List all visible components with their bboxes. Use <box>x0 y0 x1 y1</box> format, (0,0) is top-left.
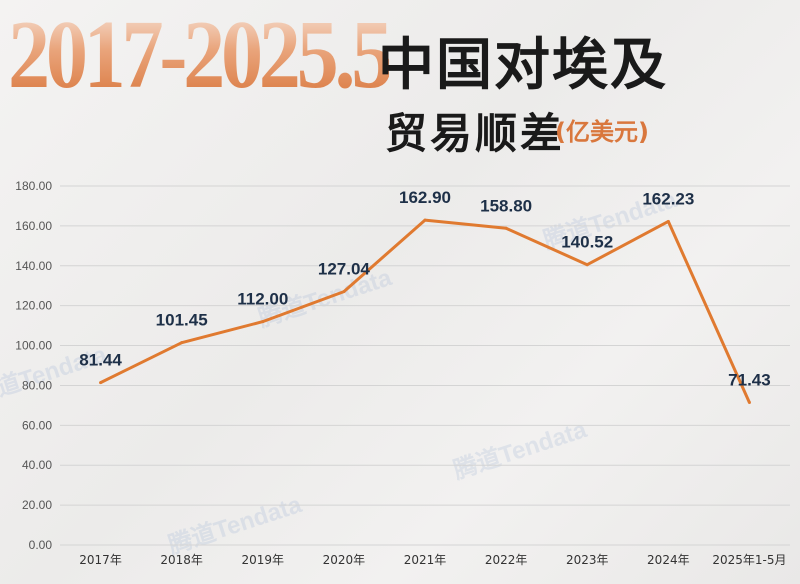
y-tick-label: 0.00 <box>29 538 53 552</box>
x-tick-label: 2025年1-5月 <box>712 553 786 567</box>
y-tick-label: 180.00 <box>15 179 52 193</box>
data-label: 71.43 <box>728 371 771 390</box>
y-tick-label: 80.00 <box>22 378 52 392</box>
data-point <box>342 290 346 294</box>
x-tick-label: 2023年 <box>566 553 609 567</box>
y-tick-label: 60.00 <box>22 418 52 432</box>
data-point <box>585 263 589 267</box>
unit-label: (亿美元) <box>555 118 649 146</box>
y-tick-label: 40.00 <box>22 458 52 472</box>
data-label: 158.80 <box>480 196 532 215</box>
x-tick-label: 2017年 <box>79 553 122 567</box>
x-tick-label: 2020年 <box>323 553 366 567</box>
x-tick-label: 2018年 <box>160 553 203 567</box>
y-tick-label: 120.00 <box>15 299 52 313</box>
data-point <box>180 341 184 345</box>
data-point <box>261 320 265 324</box>
data-point <box>747 401 751 405</box>
data-point <box>99 381 103 385</box>
data-label: 101.45 <box>156 311 208 330</box>
data-label: 162.90 <box>399 188 451 207</box>
year-range-heading: 2017-2025.5 <box>8 1 393 109</box>
data-point <box>423 218 427 222</box>
data-point <box>666 219 670 223</box>
y-tick-label: 20.00 <box>22 498 52 512</box>
x-tick-label: 2019年 <box>242 553 285 567</box>
data-label: 140.52 <box>561 233 613 252</box>
data-point <box>504 226 508 230</box>
data-label: 127.04 <box>318 260 371 279</box>
data-label: 162.23 <box>642 189 694 208</box>
x-tick-label: 2024年 <box>647 553 690 567</box>
y-tick-label: 160.00 <box>15 219 52 233</box>
data-label: 112.00 <box>237 290 288 309</box>
title-line-1: 中国对埃及 <box>378 32 668 98</box>
title-line-2: 贸易顺差 <box>385 109 566 158</box>
x-tick-label: 2021年 <box>404 553 447 567</box>
y-tick-label: 100.00 <box>15 339 52 353</box>
data-label: 81.44 <box>79 351 122 370</box>
x-tick-label: 2022年 <box>485 553 528 567</box>
y-tick-label: 140.00 <box>15 259 52 273</box>
